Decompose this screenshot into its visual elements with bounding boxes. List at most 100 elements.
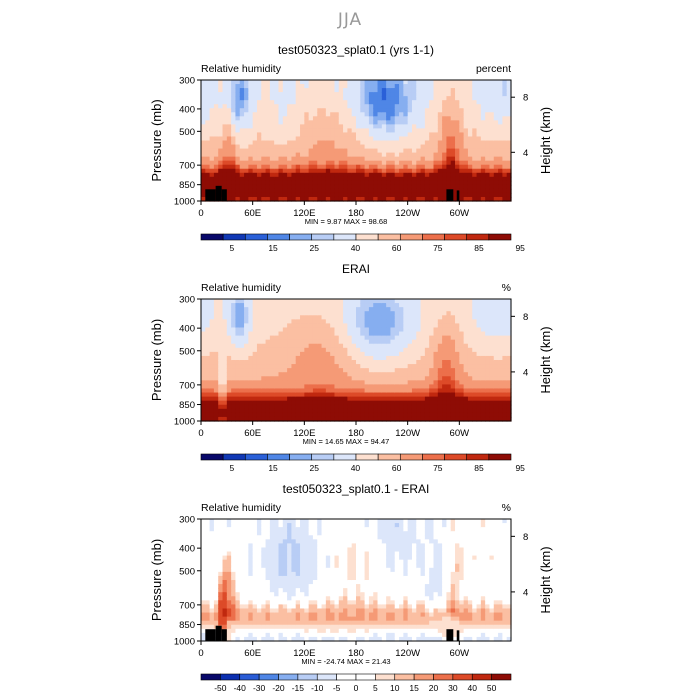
heatmap-cell xyxy=(450,347,456,353)
heatmap-cell xyxy=(265,84,271,89)
heatmap-cell xyxy=(364,412,370,418)
heatmap-cell xyxy=(317,315,323,320)
heatmap-cell xyxy=(201,404,206,410)
heatmap-cell xyxy=(433,108,439,113)
heatmap-cell xyxy=(360,412,366,418)
heatmap-cell xyxy=(442,168,448,174)
colorbar-label: 60 xyxy=(392,463,402,473)
heatmap-cell xyxy=(218,608,224,614)
heatmap-cell xyxy=(442,104,448,109)
heatmap-cell xyxy=(403,104,409,109)
heatmap-cell xyxy=(265,144,271,150)
heatmap-cell xyxy=(394,364,400,369)
heatmap-cell xyxy=(343,132,348,138)
heatmap-cell xyxy=(498,408,503,414)
heatmap-cell xyxy=(463,192,469,198)
heatmap-cell xyxy=(218,539,224,544)
heatmap-cell xyxy=(480,331,486,337)
heatmap-cell xyxy=(411,376,417,381)
heatmap-cell xyxy=(321,184,327,190)
heatmap-cell xyxy=(442,327,448,333)
heatmap-cell xyxy=(218,307,224,312)
heatmap-cell xyxy=(201,559,206,565)
heatmap-cell xyxy=(368,120,374,125)
heatmap-cell xyxy=(489,160,495,166)
heatmap-cell xyxy=(394,400,400,406)
heatmap-cell xyxy=(334,360,340,365)
heatmap-cell xyxy=(411,160,417,166)
heatmap-cell xyxy=(205,311,211,316)
heatmap-cell xyxy=(360,360,366,365)
heatmap-cell xyxy=(480,311,486,316)
heatmap-cell xyxy=(244,196,249,202)
heatmap-cell xyxy=(226,616,232,622)
heatmap-cell xyxy=(433,339,439,345)
heatmap-cell xyxy=(325,80,331,85)
heatmap-cell xyxy=(403,116,409,121)
heatmap-cell xyxy=(407,408,413,414)
heatmap-cell xyxy=(347,140,353,146)
heatmap-cell xyxy=(364,172,370,178)
colorbar-box xyxy=(267,453,290,461)
heatmap-cell xyxy=(480,376,486,381)
heatmap-cell xyxy=(489,176,495,182)
heatmap-cell xyxy=(235,108,241,113)
heatmap-cell xyxy=(209,303,215,308)
heatmap-cell xyxy=(364,120,370,125)
heatmap-cell xyxy=(450,92,456,97)
heatmap-cell xyxy=(446,92,452,97)
heatmap-cell xyxy=(390,351,396,357)
heatmap-cell xyxy=(351,339,357,345)
heatmap-cell xyxy=(300,315,305,320)
heatmap-cell xyxy=(450,327,456,333)
heatmap-cell xyxy=(269,628,275,634)
heatmap-cell xyxy=(222,84,228,89)
heatmap-cell xyxy=(459,88,465,93)
heatmap-cell xyxy=(325,380,331,385)
heatmap-cell xyxy=(493,319,499,324)
heatmap-cell xyxy=(463,172,469,178)
heatmap-cell xyxy=(411,372,417,377)
heatmap-cell xyxy=(338,152,344,158)
heatmap-cell xyxy=(304,100,310,105)
heatmap-cell xyxy=(489,351,495,357)
heatmap-cell xyxy=(493,100,499,105)
heatmap-cell xyxy=(416,164,422,170)
heatmap-cell xyxy=(330,112,336,117)
heatmap-cell xyxy=(274,307,280,312)
heatmap-cell xyxy=(304,355,310,361)
heatmap-cell xyxy=(265,339,271,345)
heatmap-cell xyxy=(295,376,301,381)
heatmap-cell xyxy=(407,299,413,304)
heatmap-cell xyxy=(506,88,512,93)
heatmap-cell xyxy=(381,180,387,186)
heatmap-cell xyxy=(356,368,361,373)
heatmap-cell xyxy=(347,148,353,154)
heatmap-cell xyxy=(472,164,478,170)
heatmap-cell xyxy=(231,588,237,593)
heatmap-cell xyxy=(390,148,396,154)
heatmap-cell xyxy=(226,588,232,593)
heatmap-cell xyxy=(278,299,284,304)
heatmap-cell xyxy=(213,555,219,561)
heatmap-cell xyxy=(364,188,370,194)
heatmap-cell xyxy=(321,311,327,316)
heatmap-cell xyxy=(420,323,426,329)
heatmap-cell xyxy=(489,92,495,97)
heatmap-cell xyxy=(201,380,206,385)
heatmap-cell xyxy=(476,168,482,174)
heatmap-cell xyxy=(308,176,314,182)
heatmap-cell xyxy=(472,327,478,333)
heatmap-cell xyxy=(321,160,327,166)
heatmap-cell xyxy=(442,311,448,316)
heatmap-cell xyxy=(300,404,305,410)
heatmap-cell xyxy=(282,400,288,406)
heatmap-cell xyxy=(467,384,473,390)
heatmap-cell xyxy=(455,303,460,308)
heatmap-cell xyxy=(386,307,392,312)
heatmap-cell xyxy=(282,180,288,186)
heatmap-cell xyxy=(282,96,288,101)
heatmap-cell xyxy=(261,184,267,190)
heatmap-cell xyxy=(222,400,228,406)
heatmap-cell xyxy=(351,128,357,134)
